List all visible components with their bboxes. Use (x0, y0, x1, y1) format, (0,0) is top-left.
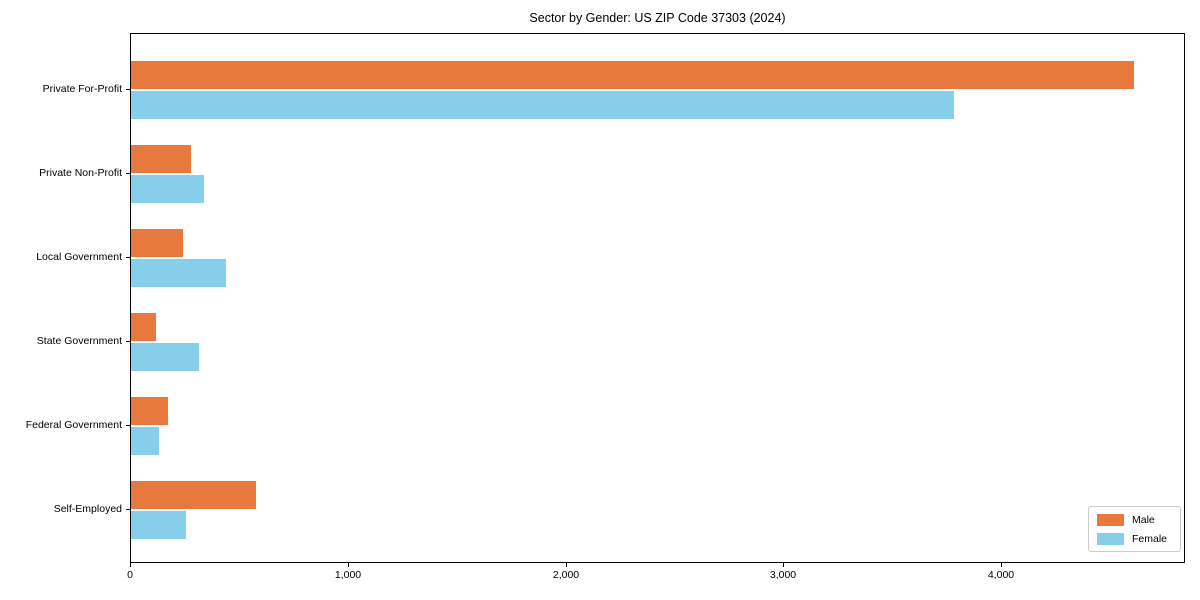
bar-male-6 (131, 481, 256, 509)
legend: Male Female (1088, 506, 1181, 552)
y-axis-label: Private Non-Profit (39, 167, 122, 179)
y-tick-mark (126, 173, 130, 174)
bar-female-4 (131, 343, 199, 371)
legend-label: Male (1132, 514, 1155, 526)
x-tick-mark (130, 563, 131, 567)
y-tick-mark (126, 341, 130, 342)
bar-male-2 (131, 145, 191, 173)
x-tick-mark (348, 563, 349, 567)
y-axis-label: Self-Employed (53, 503, 122, 515)
legend-item-male: Male (1097, 513, 1172, 527)
y-axis-label: Private For-Profit (42, 83, 122, 95)
x-tick-label: 4,000 (987, 569, 1015, 581)
bar-male-5 (131, 397, 168, 425)
bar-female-6 (131, 511, 186, 539)
legend-label: Female (1132, 533, 1168, 545)
x-tick-mark (566, 563, 567, 567)
x-tick-label: 0 (127, 569, 133, 581)
y-axis-label: State Government (36, 335, 122, 347)
x-tick-mark (783, 563, 784, 567)
y-axis-label: Local Government (36, 251, 122, 263)
bar-female-5 (131, 427, 159, 455)
x-tick-label: 1,000 (334, 569, 362, 581)
legend-item-female: Female (1097, 532, 1172, 546)
y-tick-mark (126, 257, 130, 258)
y-tick-mark (126, 89, 130, 90)
bar-male-3 (131, 229, 183, 257)
y-axis-label: Federal Government (25, 419, 122, 431)
legend-swatch-male (1097, 514, 1124, 526)
x-tick-label: 3,000 (769, 569, 797, 581)
bar-female-2 (131, 175, 204, 203)
chart-title: Sector by Gender: US ZIP Code 37303 (202… (529, 11, 786, 25)
y-tick-mark (126, 509, 130, 510)
bar-male-4 (131, 313, 156, 341)
bar-female-3 (131, 259, 226, 287)
legend-swatch-female (1097, 533, 1124, 545)
bar-female-1 (131, 91, 954, 119)
x-tick-label: 2,000 (552, 569, 580, 581)
bar-male-1 (131, 61, 1134, 89)
plot-area (130, 33, 1185, 563)
x-tick-mark (1001, 563, 1002, 567)
y-tick-mark (126, 425, 130, 426)
